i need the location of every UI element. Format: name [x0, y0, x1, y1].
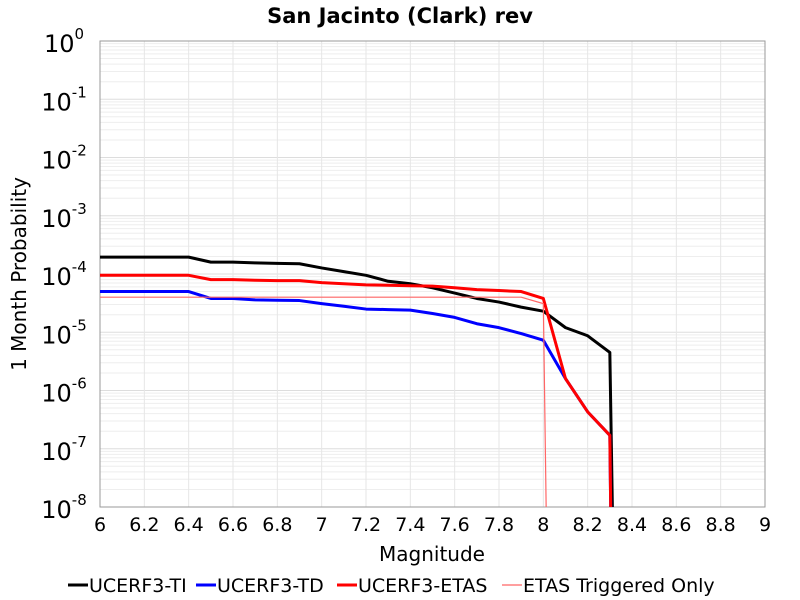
x-tick-label: 7.4	[395, 514, 425, 536]
x-tick-label: 7	[316, 514, 328, 536]
y-tick-label: 10-1	[41, 83, 87, 116]
x-tick-label: 9	[759, 514, 771, 536]
x-tick-label: 6.6	[218, 514, 248, 536]
x-tick-label: 8.6	[661, 514, 691, 536]
x-tick-label: 8.2	[573, 514, 603, 536]
x-tick-labels: 6 6.2 6.4 6.6 6.8 7 7.2 7.4 7.6 7.8 8 8.2 8.4 8.6 8.8 9	[94, 514, 771, 536]
x-tick-label: 7.6	[440, 514, 470, 536]
legend-label: UCERF3-TD	[217, 575, 324, 597]
y-tick-label: 10-3	[41, 200, 87, 233]
x-tick-label: 7.8	[484, 514, 514, 536]
x-tick-label: 7.2	[351, 514, 381, 536]
y-tick-label: 100	[44, 25, 84, 58]
y-tick-label: 10-7	[41, 433, 87, 466]
series-lines	[100, 255, 614, 507]
x-axis-label: Magnitude	[379, 542, 485, 566]
legend: UCERF3-TI UCERF3-TD UCERF3-ETAS ETAS Trigge…	[68, 575, 715, 597]
chart-title: San Jacinto (Clark) rev	[267, 4, 533, 28]
legend-label: ETAS Triggered Only	[523, 575, 715, 597]
series-line-etas-triggered-only	[100, 296, 547, 507]
x-tick-label: 6	[94, 514, 106, 536]
x-tick-label: 6.4	[174, 514, 204, 536]
x-tick-label: 8	[537, 514, 549, 536]
x-tick-label: 8.8	[706, 514, 736, 536]
y-tick-label: 10-2	[41, 142, 87, 175]
legend-label: UCERF3-ETAS	[358, 575, 487, 597]
y-tick-labels: 100 10-1 10-2 10-3 10-4 10-5 10-6 10-7 10-8	[41, 25, 87, 524]
x-tick-label: 6.2	[129, 514, 159, 536]
y-tick-label: 10-5	[41, 316, 87, 349]
legend-label: UCERF3-TI	[89, 575, 187, 597]
x-tick-label: 6.8	[262, 514, 292, 536]
y-axis-label: 1 Month Probability	[7, 177, 31, 371]
grid	[99, 41, 766, 508]
y-tick-label: 10-4	[41, 258, 87, 291]
y-tick-label: 10-8	[41, 491, 87, 524]
x-tick-label: 8.4	[617, 514, 647, 536]
y-tick-label: 10-6	[41, 375, 87, 408]
series-line-ucerf3-etas	[100, 273, 613, 507]
